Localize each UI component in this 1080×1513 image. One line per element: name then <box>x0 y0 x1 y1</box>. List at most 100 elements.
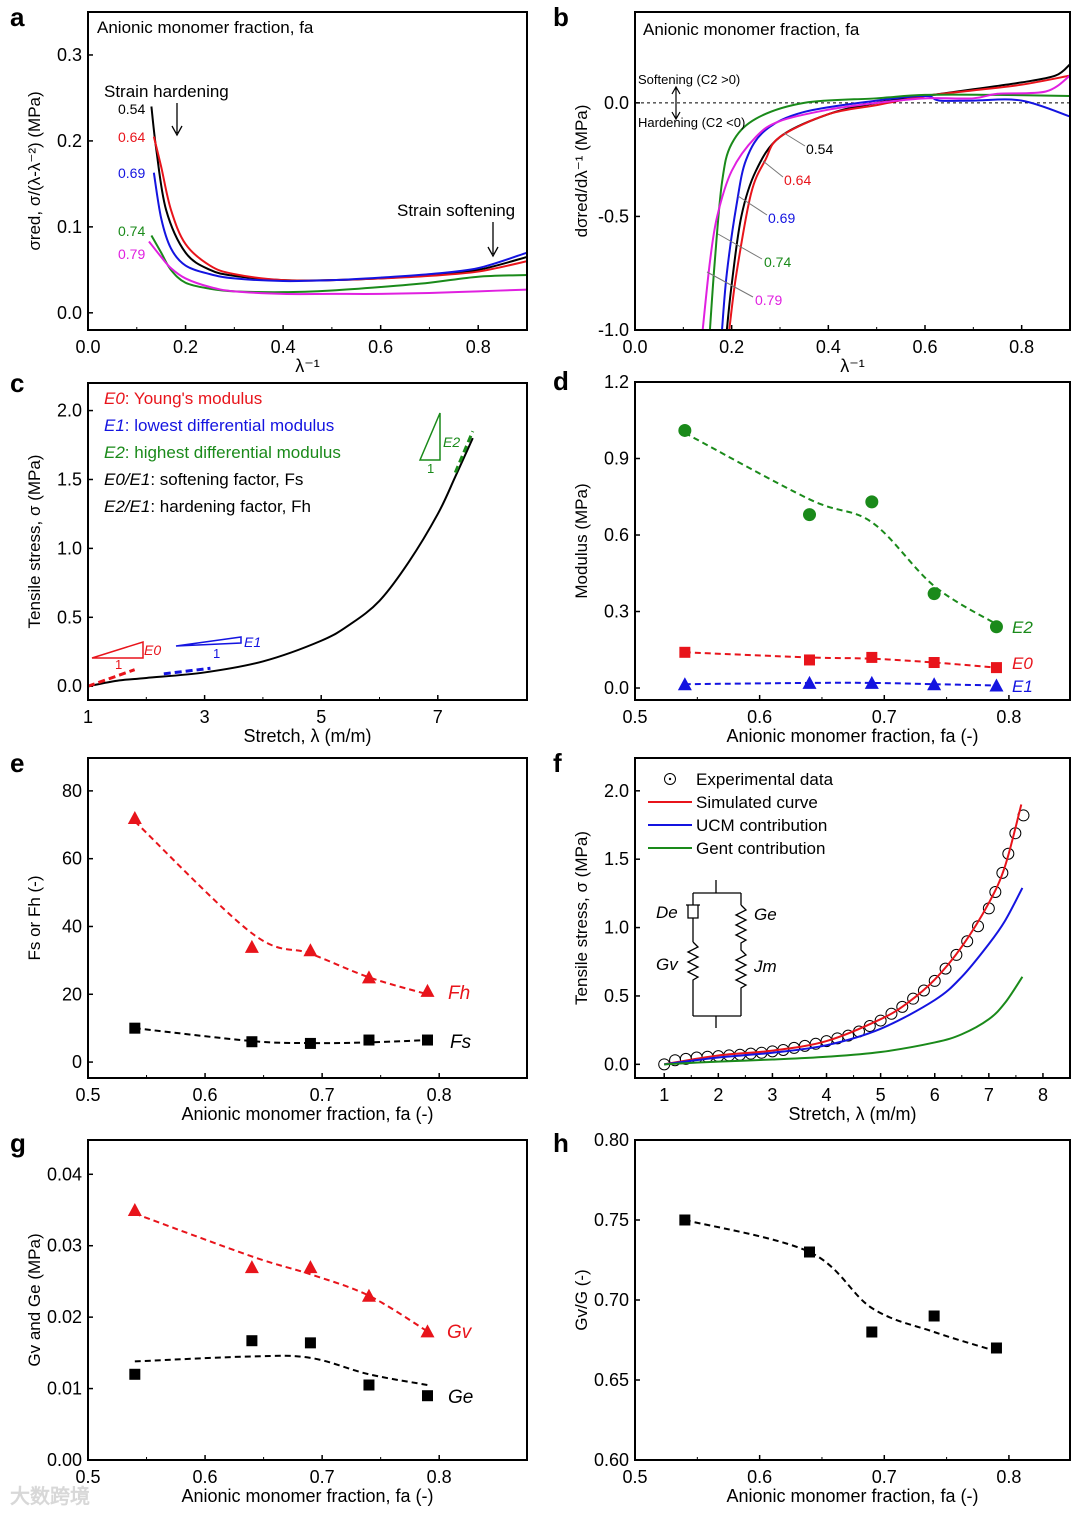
plot-area <box>635 63 1070 330</box>
panel-letter-g: g <box>10 1128 26 1158</box>
y-tick-label: 0.65 <box>594 1370 629 1390</box>
plot-frame <box>634 757 1071 1079</box>
x-tick-label: 0.6 <box>193 1467 218 1487</box>
e1-run-label: 1 <box>213 646 221 661</box>
series-gv-g-point <box>679 1214 691 1226</box>
y-tick-label: 0.3 <box>604 602 629 622</box>
series-experimental-data-point <box>874 1014 887 1027</box>
panel-letter-e: e <box>10 748 25 778</box>
series-gv-g-point <box>803 1246 815 1258</box>
x-tick-label: 0.7 <box>872 1467 897 1487</box>
y-tick-label: 0.04 <box>47 1164 82 1184</box>
series-label-0.64: 0.64 <box>784 172 812 188</box>
plot-area <box>127 1203 435 1402</box>
fs-series-label: Fs <box>450 1032 472 1053</box>
e1-slope-label: E1 <box>244 634 262 650</box>
x-tick-label: 1 <box>83 707 93 727</box>
series-e0-point <box>803 654 815 666</box>
y-axis-label: Modulus (MPa) <box>572 483 591 598</box>
strain-hardening-arrow-icon <box>171 103 183 137</box>
x-tick-label: 0.8 <box>1009 337 1034 357</box>
x-tick-label: 0.7 <box>310 1085 335 1105</box>
leader-line-0.79 <box>706 271 754 298</box>
y-tick-label: 0.0 <box>604 678 629 698</box>
x-tick-label: 0.0 <box>75 337 100 357</box>
chart-panel-b: 0.0 0.2 0.4 0.6 0.8 -1.0 -0.5 0.0 λ⁻¹ dσred/dλ⁻¹ … <box>572 11 1071 376</box>
chart-panel-c: 1 3 5 7 0.0 0.5 1.0 1.5 2.0 Stretch, λ (m/m) Tensi… <box>25 382 528 746</box>
x-tick-label: 0.0 <box>622 337 647 357</box>
x-tick-label: 0.4 <box>271 337 296 357</box>
series-0.79-line <box>148 240 527 296</box>
series-0.54-line <box>150 106 527 282</box>
legend-text: : lowest differential modulus <box>124 416 335 435</box>
legend-e1: E1: lowest differential modulus <box>104 417 334 434</box>
e0-slope-label: E0 <box>144 642 162 658</box>
x-tick-label: 0.5 <box>622 1467 647 1487</box>
y-axis-label: Gv and Ge (MPa) <box>25 1233 44 1366</box>
y-tick-label: 1.5 <box>57 469 82 489</box>
series-0.74-line <box>708 93 1070 330</box>
y-tick-label: 0.01 <box>47 1379 82 1399</box>
strain-softening-label: Strain softening <box>397 201 516 220</box>
series-ge-fit-line <box>134 1354 428 1386</box>
series-gv-point <box>420 1324 435 1338</box>
y-tick-label: 2.0 <box>57 401 82 421</box>
chart-panel-e: 0.5 0.6 0.7 0.8 0 20 40 60 80 Anionic monomer fra… <box>25 757 528 1124</box>
x-tick-label: 0.6 <box>912 337 937 357</box>
series-e0-tangent-line <box>88 668 136 688</box>
softening-label: Softening (C2 >0) <box>638 72 741 87</box>
legend-symbol: E0/E1 <box>104 470 151 489</box>
series-ge-point <box>304 1337 316 1349</box>
x-tick-label: 0.6 <box>747 707 772 727</box>
series-e0-point <box>990 662 1002 674</box>
series-0.64-line <box>152 136 527 282</box>
x-tick-label: 0.4 <box>816 337 841 357</box>
y-tick-label: 1.2 <box>604 372 629 392</box>
series-stress-stretch-line <box>88 437 474 688</box>
x-tick-label: 0.7 <box>872 707 897 727</box>
y-tick-label: 20 <box>62 984 82 1004</box>
x-tick-label: 3 <box>200 707 210 727</box>
inset-gv-label: Gv <box>656 955 678 974</box>
ge-series-label: Ge <box>448 1387 474 1408</box>
panel-letter-b: b <box>553 2 569 32</box>
x-tick-label: 1 <box>659 1085 669 1105</box>
series-e2-tangent-line <box>453 430 475 474</box>
x-tick-label: 0.2 <box>719 337 744 357</box>
series-experimental-data-point <box>1002 847 1015 860</box>
series-e2-point <box>678 423 692 437</box>
series-fs-point <box>304 1037 316 1049</box>
y-axis-label: Tensile stress, σ (MPa) <box>25 455 44 629</box>
legend-symbol: E1 <box>104 416 125 435</box>
x-axis-label: Stretch, λ (m/m) <box>243 726 371 746</box>
y-axis-label: dσred/dλ⁻¹ (MPa) <box>572 105 591 238</box>
legend-symbol: E2/E1 <box>104 497 151 516</box>
leader-line-0.69 <box>737 195 768 216</box>
leader-line-0.64 <box>762 160 784 178</box>
e2-slope-label: E2 <box>443 434 461 450</box>
x-tick-label: 5 <box>316 707 326 727</box>
legend-text: : softening factor, Fs <box>150 470 304 489</box>
y-tick-label: 0 <box>72 1052 82 1072</box>
y-axis-label: σred, σ/(λ-λ⁻²) (MPa) <box>25 91 44 250</box>
y-axis-label: Gv/G (-) <box>572 1269 591 1330</box>
series-experimental-data-point <box>928 974 941 987</box>
legend-simulated: Simulated curve <box>696 793 818 812</box>
series-e1-point <box>927 677 942 691</box>
series-0.79-line <box>701 74 1070 330</box>
x-tick-label: 8 <box>1038 1085 1048 1105</box>
panel-letter-c: c <box>10 368 25 398</box>
series-experimental-data-point <box>907 992 920 1005</box>
y-tick-label: 0.3 <box>57 45 82 65</box>
x-tick-label: 4 <box>822 1085 832 1105</box>
series-0.69-line <box>721 95 1070 330</box>
chart-panel-a: 0.0 0.2 0.4 0.6 0.8 0.0 0.1 0.2 0.3 λ⁻¹ σred, σ/(λ… <box>25 11 528 376</box>
y-tick-label: 0.0 <box>57 303 82 323</box>
e1-slope-triangle-icon <box>175 636 242 647</box>
y-tick-label: 0.0 <box>604 93 629 113</box>
series-label-0.74: 0.74 <box>764 254 792 270</box>
legend-e0: E0: Young's modulus <box>104 390 262 407</box>
plot-frame <box>87 757 528 1079</box>
y-tick-label: 0.70 <box>594 1290 629 1310</box>
